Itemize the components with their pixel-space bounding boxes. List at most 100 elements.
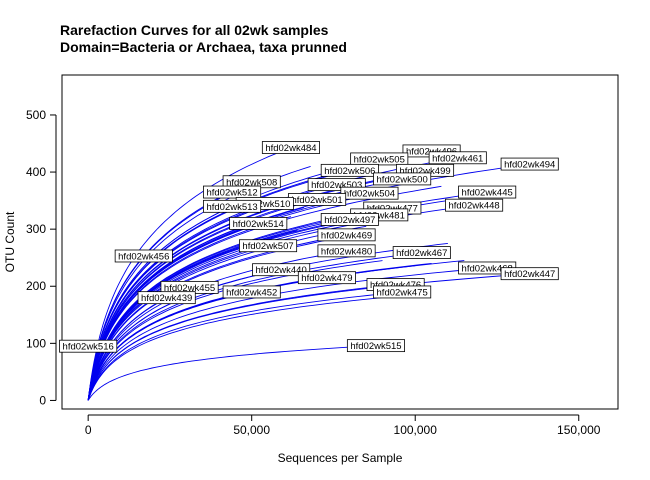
curve-label: hfd02wk439	[137, 291, 196, 305]
chart-title: Rarefaction Curves for all 02wk samples	[60, 22, 329, 38]
curve-label-text: hfd02wk467	[396, 248, 447, 259]
curve-label: hfd02wk475	[373, 285, 432, 299]
curve-label: hfd02wk484	[261, 141, 320, 154]
curve-label: hfd02wk447	[500, 267, 559, 281]
curve-label-text: hfd02wk501	[291, 195, 342, 206]
curve-label-text: hfd02wk480	[321, 246, 372, 257]
curve-label-text: hfd02wk508	[226, 177, 277, 188]
curve-label: hfd02wk501	[288, 193, 347, 206]
curve-label-text: hfd02wk456	[118, 251, 169, 262]
curve-label-box	[500, 157, 559, 171]
curve-label: hfd02wk515	[346, 339, 405, 353]
curve-label-box	[222, 285, 281, 299]
x-tick-label: 100,000	[394, 423, 438, 437]
curve-label-text: hfd02wk445	[462, 188, 513, 199]
x-axis: 0 50,000 100,000 150,000	[85, 414, 601, 437]
curve-label-box	[114, 249, 173, 263]
curve-label-box	[346, 339, 405, 353]
curve-label-text: hfd02wk516	[63, 342, 114, 353]
curve-label-text: hfd02wk510	[239, 199, 290, 210]
curve-label-box	[203, 185, 262, 199]
curve-label: hfd02wk513	[203, 199, 262, 213]
curve-label: hfd02wk461	[428, 151, 487, 165]
curve-label-text: hfd02wk469	[321, 230, 372, 241]
curve-label-text: hfd02wk440	[256, 265, 307, 276]
curve-label-box	[59, 339, 118, 353]
curve-label-text: hfd02wk475	[377, 287, 428, 298]
curve-label-text: hfd02wk476	[370, 280, 421, 291]
curve-label-box	[445, 198, 504, 212]
curve-label: hfd02wk512	[203, 185, 262, 199]
curve-label: hfd02wk514	[229, 217, 288, 230]
curve-label-box	[458, 185, 517, 199]
curve-label: hfd02wk500	[373, 172, 432, 186]
curve-label-box	[137, 291, 196, 305]
rarefaction-curve	[87, 345, 377, 401]
chart-subtitle: Domain=Bacteria or Archaea, taxa prunned	[60, 39, 347, 55]
rarefaction-curve	[87, 284, 396, 401]
x-tick-label: 50,000	[233, 423, 270, 437]
y-tick-label: 500	[26, 108, 46, 122]
x-tick-label: 0	[85, 423, 92, 437]
y-axis: 0 100 200 300 400 500	[26, 108, 57, 407]
y-tick-label: 0	[39, 393, 46, 407]
curve-label-text: hfd02wk515	[350, 341, 401, 352]
curve-label-text: hfd02wk439	[141, 293, 192, 304]
curve-label-box	[317, 228, 376, 242]
curve-label-text: hfd02wk514	[233, 219, 284, 230]
curve-label: hfd02wk497	[320, 213, 379, 226]
x-tick-label: 150,000	[557, 423, 601, 437]
curve-label: hfd02wk479	[297, 271, 356, 284]
curve-label-box	[320, 163, 379, 177]
curve-label-text: hfd02wk468	[462, 263, 513, 274]
curve-label-text: hfd02wk448	[448, 201, 499, 212]
curve-label: hfd02wk445	[458, 185, 517, 199]
curve-label: hfd02wk505	[350, 152, 409, 166]
curve-label: hfd02wk504	[340, 186, 399, 200]
curve-label-box	[261, 141, 320, 154]
curve-label-text: hfd02wk505	[354, 154, 405, 165]
curve-label: hfd02wk456	[114, 249, 173, 263]
curve-label: hfd02wk440	[252, 263, 311, 277]
y-axis-label: OTU Count	[3, 211, 17, 272]
curve-label-box	[428, 151, 487, 165]
curve-label-box	[373, 172, 432, 186]
curve-label: hfd02wk448	[445, 198, 504, 212]
curve-label-box	[252, 263, 311, 277]
curve-label-box	[373, 285, 432, 299]
curve-label-group: hfd02wk484hfd02wk496hfd02wk461hfd02wk505…	[59, 141, 559, 353]
rarefaction-curve	[87, 267, 488, 401]
curve-label-text: hfd02wk455	[164, 283, 215, 294]
y-tick-label: 100	[26, 336, 46, 350]
curve-label-text: hfd02wk479	[301, 273, 352, 284]
curve-label: hfd02wk507	[239, 239, 298, 253]
curve-label-text: hfd02wk512	[206, 188, 257, 199]
curve-label-box	[203, 199, 262, 213]
y-tick-label: 300	[26, 222, 46, 236]
curve-label-text: hfd02wk452	[226, 287, 277, 298]
curve-label-text: hfd02wk506	[324, 166, 375, 177]
curve-label-box	[229, 217, 288, 230]
curve-label-text: hfd02wk499	[399, 166, 450, 177]
curve-label-text: hfd02wk504	[344, 189, 395, 200]
plot-frame	[61, 74, 619, 410]
curve-label-text: hfd02wk507	[242, 241, 293, 252]
curve-label-box	[320, 213, 379, 226]
y-tick-label: 400	[26, 165, 46, 179]
curve-label: hfd02wk516	[59, 339, 118, 353]
curve-label-text: hfd02wk484	[265, 143, 316, 154]
rarefaction-curve	[87, 294, 406, 401]
curve-label-box	[500, 267, 559, 281]
curve-label-text: hfd02wk503	[311, 180, 362, 191]
curve-label: hfd02wk452	[222, 285, 281, 299]
curve-label-text: hfd02wk481	[354, 210, 405, 221]
curve-label-box	[239, 239, 298, 253]
x-axis-label: Sequences per Sample	[278, 451, 403, 465]
curve-label-text: hfd02wk494	[504, 160, 555, 171]
curve-label: hfd02wk506	[320, 163, 379, 177]
curve-label-text: hfd02wk500	[377, 174, 428, 185]
curve-label: hfd02wk455	[160, 280, 219, 294]
curve-label-box	[350, 152, 409, 166]
curve-label-box	[317, 244, 376, 258]
y-tick-label: 200	[26, 279, 46, 293]
